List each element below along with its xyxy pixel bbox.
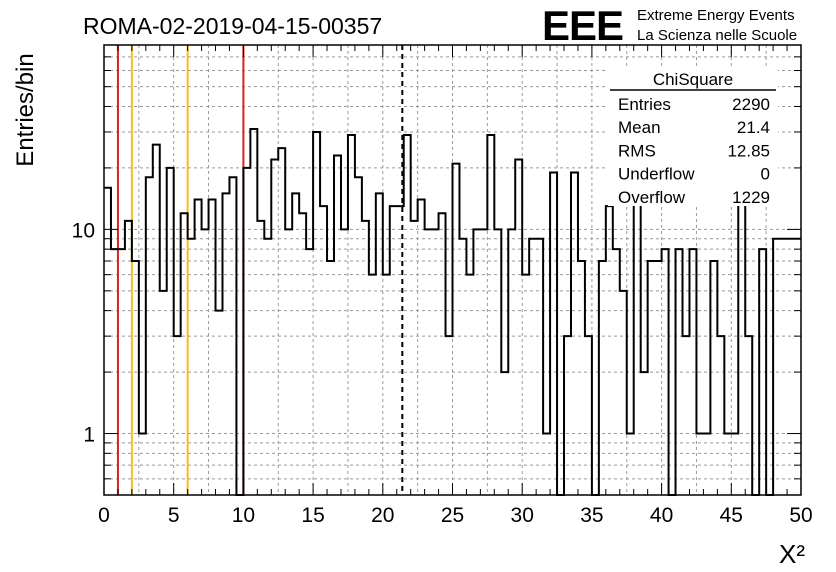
- stats-label: RMS: [618, 141, 656, 160]
- stats-label: Underflow: [618, 165, 695, 184]
- x-tick-label: 5: [168, 504, 180, 527]
- stats-label: Entries: [618, 95, 671, 114]
- x-tick-label: 0: [98, 504, 110, 527]
- x-tick-label: 25: [441, 504, 464, 527]
- marker-lines: [116, 45, 404, 495]
- x-tick-label: 45: [720, 504, 743, 527]
- stats-label: Mean: [618, 118, 661, 137]
- org-line-1: Extreme Energy Events: [637, 7, 795, 24]
- run-title: ROMA-02-2019-04-15-00357: [83, 13, 382, 39]
- x-tick-label: 40: [650, 504, 673, 527]
- eee-logo-text: EEE: [542, 2, 623, 49]
- x-tick-label: 30: [511, 504, 534, 527]
- x-tick-label: 50: [789, 504, 812, 527]
- stats-box: ChiSquare Entries 2290 Mean 21.4 RMS 12.85 Und…: [608, 66, 778, 207]
- stats-title: ChiSquare: [653, 70, 733, 89]
- y-tick-labels: 1 10: [72, 219, 95, 446]
- org-line-2: La Scienza nelle Scuole: [637, 27, 797, 44]
- stats-value: 2290: [732, 95, 770, 114]
- eee-logo: EEE Extreme Energy Events La Scienza nel…: [542, 2, 797, 49]
- x-tick-label: 20: [371, 504, 394, 527]
- axis-ticks: [103, 44, 802, 496]
- stats-value: 21.4: [737, 118, 770, 137]
- stats-label: Overflow: [618, 188, 686, 207]
- x-axis-label: X²: [779, 539, 805, 569]
- y-tick-label: 10: [72, 219, 95, 242]
- x-tick-label: 10: [232, 504, 255, 527]
- stats-value: 12.85: [727, 141, 770, 160]
- x-tick-label: 15: [301, 504, 324, 527]
- stats-value: 1229: [732, 188, 770, 207]
- x-tick-labels: 0 5 10 15 20 25 30 35 40 45 50: [98, 504, 813, 527]
- stats-rows: Entries 2290 Mean 21.4 RMS 12.85 Underflow 0 Ove…: [618, 95, 770, 207]
- y-axis-label: Entries/bin: [12, 53, 39, 166]
- stats-value: 0: [761, 165, 770, 184]
- x-tick-label: 35: [580, 504, 603, 527]
- y-tick-label: 1: [83, 424, 95, 447]
